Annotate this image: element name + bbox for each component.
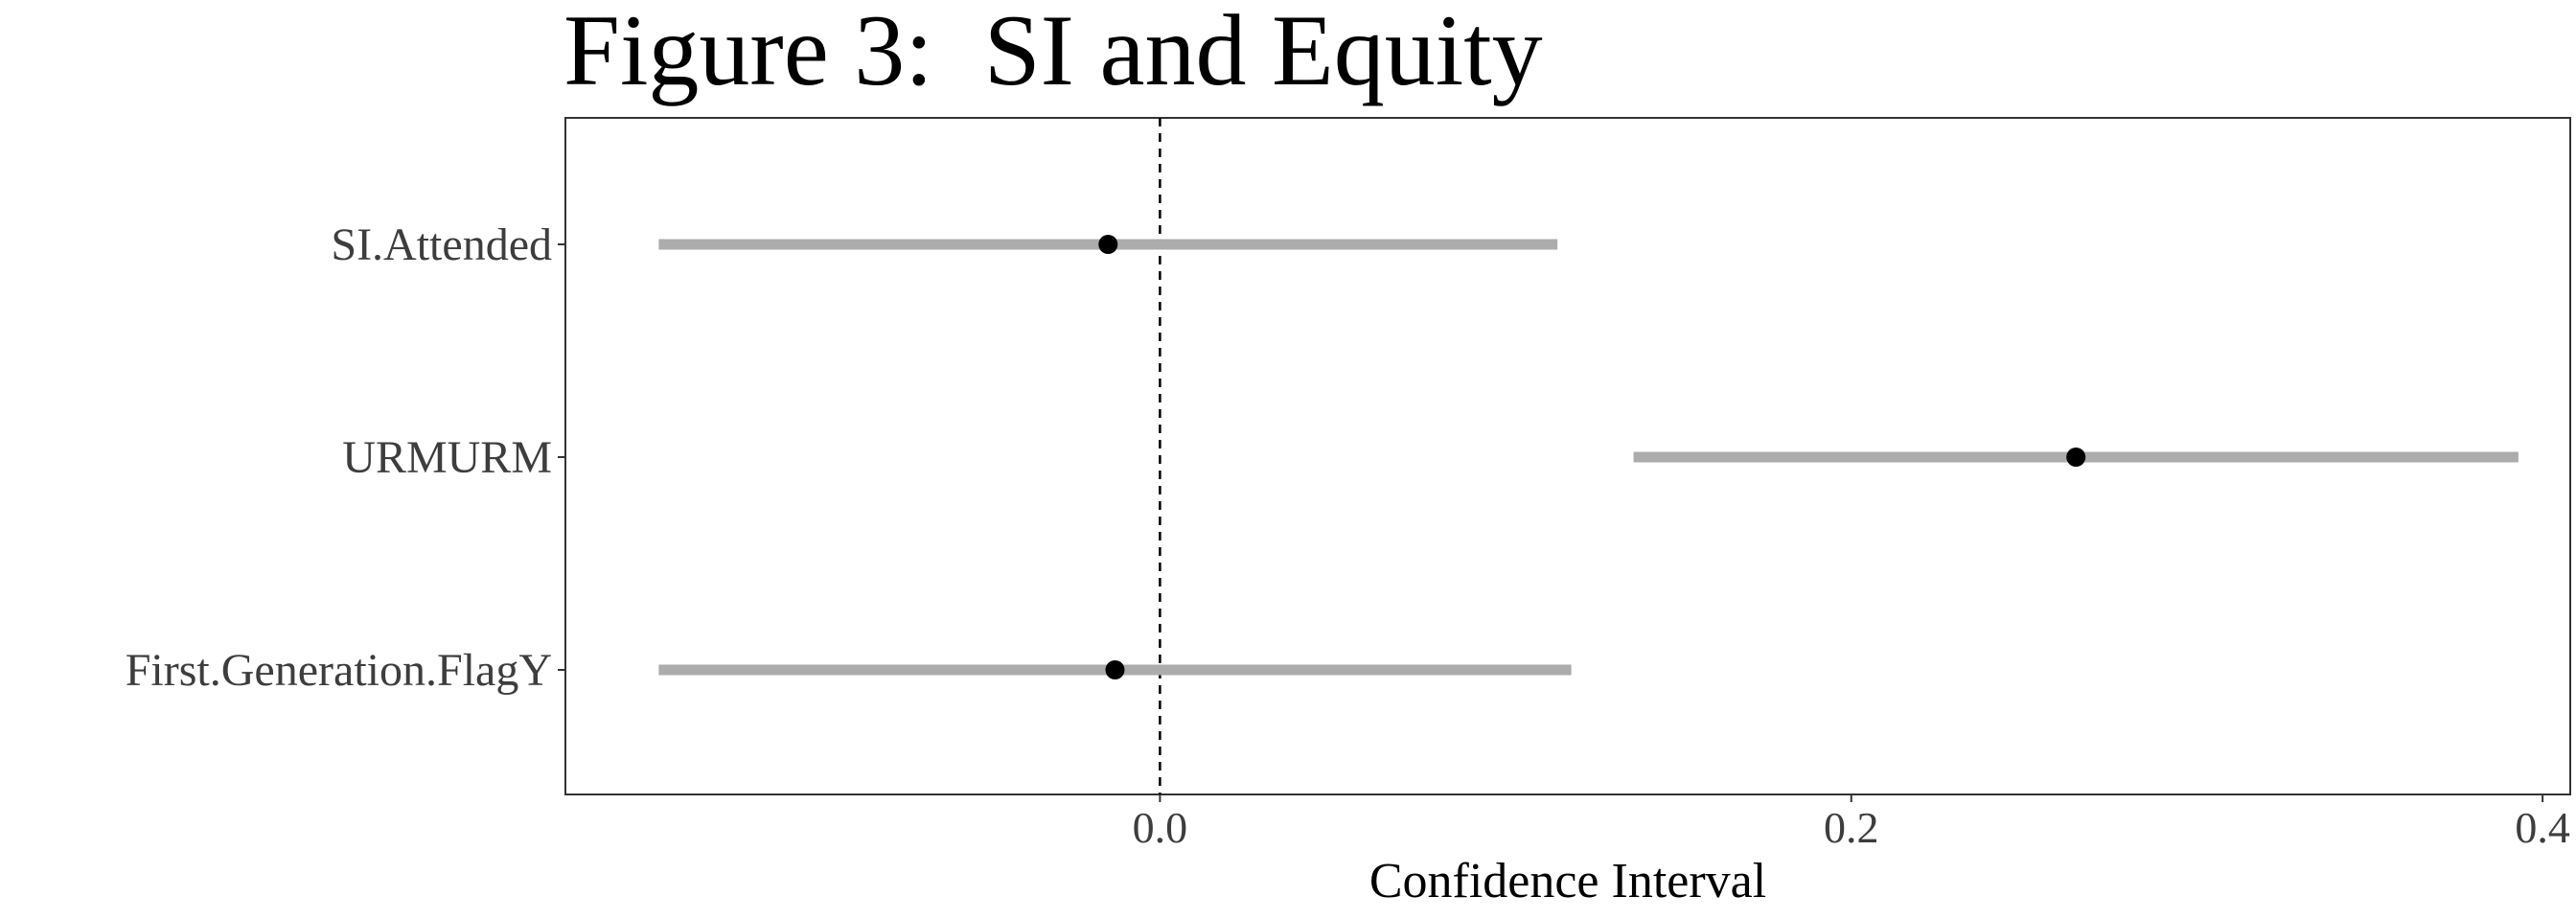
x-tick-label: 0.4 — [2515, 803, 2570, 852]
y-tick-label-si-attended: SI.Attended — [331, 219, 552, 270]
x-axis-ticks: 0.0 0.2 0.4 — [1133, 794, 2570, 852]
point-urmurm — [2066, 448, 2086, 467]
point-si-attended — [1098, 235, 1118, 254]
point-layer — [1098, 235, 2086, 679]
x-axis-title: Confidence Interval — [1369, 854, 1766, 908]
y-axis-ticks: SI.Attended URMURM First.Generation.FlagY — [126, 219, 565, 696]
x-tick-label: 0.2 — [1824, 803, 1879, 852]
y-tick-label-first-generation-flagy: First.Generation.FlagY — [126, 645, 552, 696]
x-tick-label: 0.0 — [1133, 803, 1188, 852]
y-tick-label-urmurm: URMURM — [342, 432, 552, 483]
chart-title: Figure 3: SI and Equity — [564, 0, 1543, 106]
point-first-generation-flagy — [1105, 660, 1125, 679]
